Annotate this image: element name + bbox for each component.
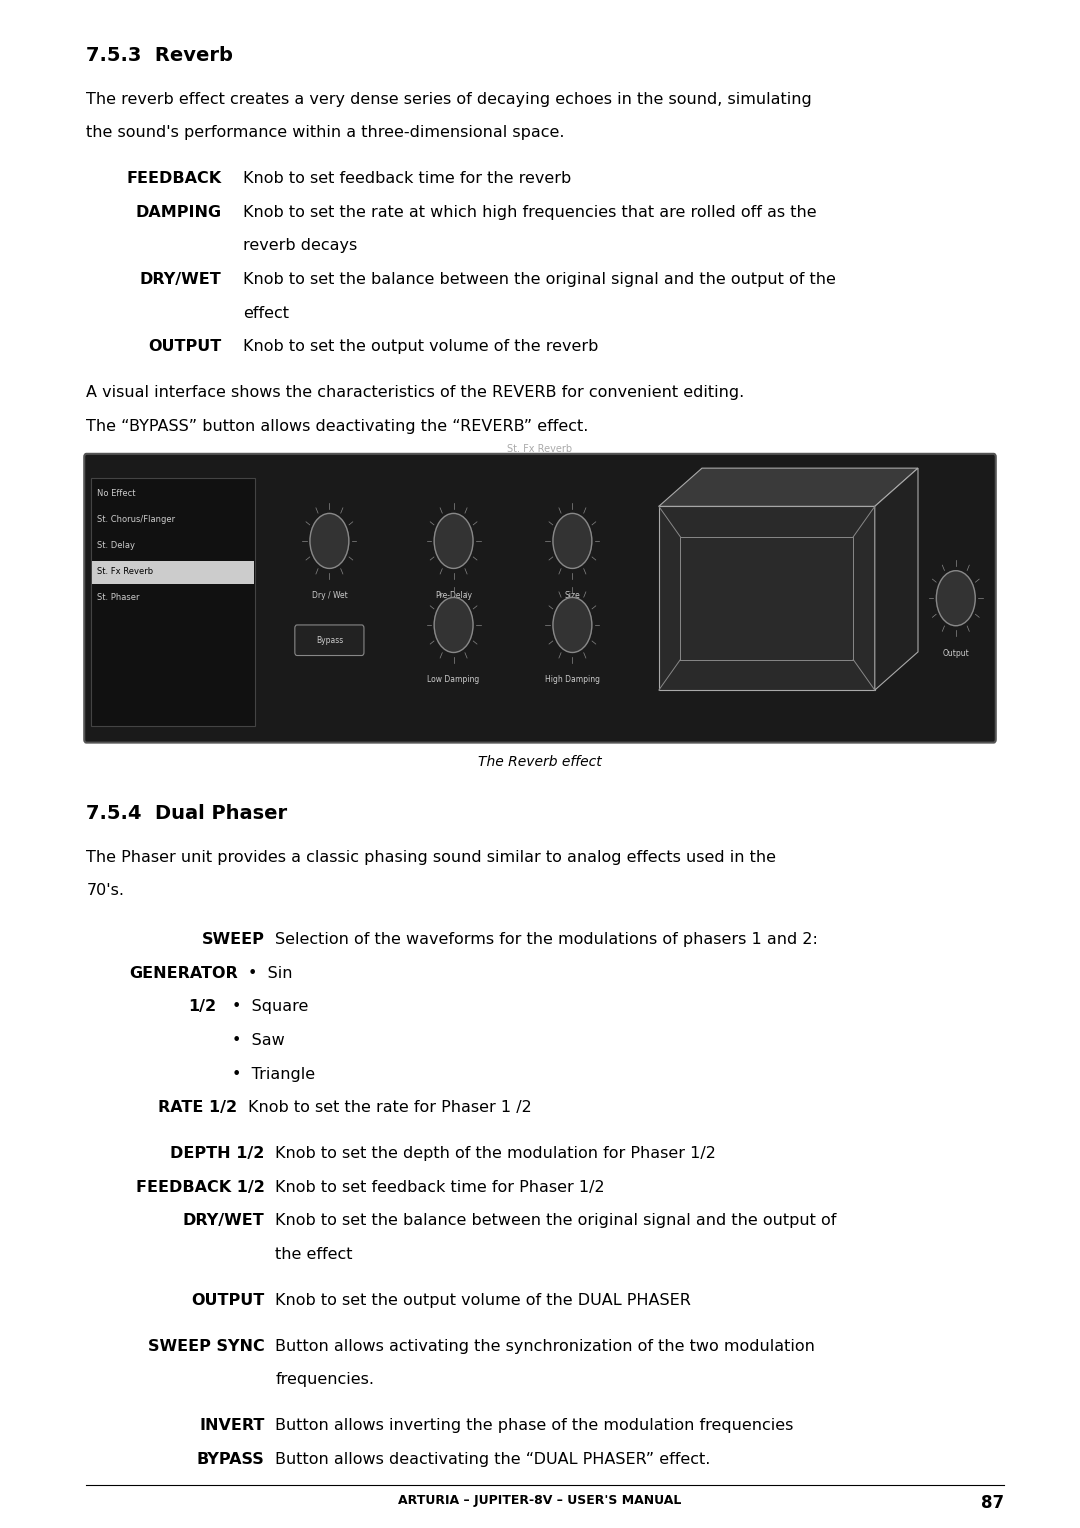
Text: GENERATOR: GENERATOR [129, 966, 238, 981]
Text: •  Triangle: • Triangle [232, 1067, 315, 1082]
Text: RATE 1/2: RATE 1/2 [159, 1100, 238, 1115]
Text: Bypass: Bypass [315, 636, 343, 645]
Text: •  Sin: • Sin [248, 966, 293, 981]
Text: Knob to set the output volume of the reverb: Knob to set the output volume of the rev… [243, 339, 598, 354]
Circle shape [553, 597, 592, 652]
Text: DRY/WET: DRY/WET [183, 1213, 265, 1229]
Text: The Reverb effect: The Reverb effect [478, 755, 602, 769]
Circle shape [434, 513, 473, 568]
Text: FEEDBACK 1/2: FEEDBACK 1/2 [136, 1180, 265, 1195]
Text: DEPTH 1/2: DEPTH 1/2 [171, 1146, 265, 1161]
Text: Knob to set feedback time for Phaser 1/2: Knob to set feedback time for Phaser 1/2 [275, 1180, 605, 1195]
Text: DAMPING: DAMPING [135, 205, 221, 220]
Text: SWEEP: SWEEP [202, 932, 265, 947]
Text: BYPASS: BYPASS [197, 1452, 265, 1467]
FancyBboxPatch shape [91, 478, 255, 726]
Polygon shape [659, 468, 918, 506]
Text: Knob to set the balance between the original signal and the output of: Knob to set the balance between the orig… [275, 1213, 837, 1229]
Text: DRY/WET: DRY/WET [139, 272, 221, 287]
Text: OUTPUT: OUTPUT [191, 1293, 265, 1308]
Text: ARTURIA – JUPITER-8V – USER'S MANUAL: ARTURIA – JUPITER-8V – USER'S MANUAL [399, 1494, 681, 1508]
Text: Knob to set the output volume of the DUAL PHASER: Knob to set the output volume of the DUA… [275, 1293, 691, 1308]
Text: reverb decays: reverb decays [243, 238, 357, 254]
Text: effect: effect [243, 306, 289, 321]
Polygon shape [875, 468, 918, 691]
Text: Button allows deactivating the “DUAL PHASER” effect.: Button allows deactivating the “DUAL PHA… [275, 1452, 711, 1467]
Text: Size: Size [565, 591, 580, 601]
Text: Knob to set the depth of the modulation for Phaser 1/2: Knob to set the depth of the modulation … [275, 1146, 716, 1161]
Circle shape [310, 513, 349, 568]
Text: 70's.: 70's. [86, 883, 124, 898]
Text: FEEDBACK: FEEDBACK [126, 171, 221, 186]
Text: frequencies.: frequencies. [275, 1372, 375, 1387]
FancyBboxPatch shape [92, 561, 254, 584]
Text: 1/2: 1/2 [188, 999, 216, 1015]
Text: the effect: the effect [275, 1247, 353, 1262]
Text: Knob to set the balance between the original signal and the output of the: Knob to set the balance between the orig… [243, 272, 836, 287]
Text: Knob to set the rate for Phaser 1 /2: Knob to set the rate for Phaser 1 /2 [248, 1100, 532, 1115]
Text: Output: Output [943, 649, 969, 657]
Text: •  Square: • Square [232, 999, 309, 1015]
Text: Dry / Wet: Dry / Wet [311, 591, 348, 601]
Text: SWEEP SYNC: SWEEP SYNC [148, 1339, 265, 1354]
Text: High Damping: High Damping [545, 675, 599, 685]
Text: Selection of the waveforms for the modulations of phasers 1 and 2:: Selection of the waveforms for the modul… [275, 932, 819, 947]
Text: Button allows activating the synchronization of the two modulation: Button allows activating the synchroniza… [275, 1339, 815, 1354]
Text: The reverb effect creates a very dense series of decaying echoes in the sound, s: The reverb effect creates a very dense s… [86, 92, 812, 107]
Text: Pre-Delay: Pre-Delay [435, 591, 472, 601]
Text: St. Fx Reverb: St. Fx Reverb [508, 443, 572, 454]
Text: St. Fx Reverb: St. Fx Reverb [97, 567, 153, 576]
FancyBboxPatch shape [84, 454, 996, 743]
Text: •  Saw: • Saw [232, 1033, 285, 1048]
Text: Knob to set the rate at which high frequencies that are rolled off as the: Knob to set the rate at which high frequ… [243, 205, 816, 220]
Text: The Phaser unit provides a classic phasing sound similar to analog effects used : The Phaser unit provides a classic phasi… [86, 850, 777, 865]
FancyBboxPatch shape [295, 625, 364, 656]
Text: INVERT: INVERT [199, 1418, 265, 1433]
Circle shape [553, 513, 592, 568]
Text: St. Chorus/Flanger: St. Chorus/Flanger [97, 515, 175, 524]
Text: OUTPUT: OUTPUT [148, 339, 221, 354]
Text: St. Delay: St. Delay [97, 541, 135, 550]
Text: Low Damping: Low Damping [428, 675, 480, 685]
Text: 7.5.4  Dual Phaser: 7.5.4 Dual Phaser [86, 804, 287, 822]
Text: Button allows inverting the phase of the modulation frequencies: Button allows inverting the phase of the… [275, 1418, 794, 1433]
Polygon shape [659, 506, 875, 691]
Circle shape [434, 597, 473, 652]
Text: A visual interface shows the characteristics of the REVERB for convenient editin: A visual interface shows the characteris… [86, 385, 744, 400]
Text: 87: 87 [982, 1494, 1004, 1513]
Text: The “BYPASS” button allows deactivating the “REVERB” effect.: The “BYPASS” button allows deactivating … [86, 419, 589, 434]
Text: No Effect: No Effect [97, 489, 136, 498]
Text: St. Phaser: St. Phaser [97, 593, 139, 602]
Text: Knob to set feedback time for the reverb: Knob to set feedback time for the reverb [243, 171, 571, 186]
Text: 7.5.3  Reverb: 7.5.3 Reverb [86, 46, 233, 64]
Circle shape [936, 571, 975, 626]
Text: the sound's performance within a three-dimensional space.: the sound's performance within a three-d… [86, 125, 565, 141]
